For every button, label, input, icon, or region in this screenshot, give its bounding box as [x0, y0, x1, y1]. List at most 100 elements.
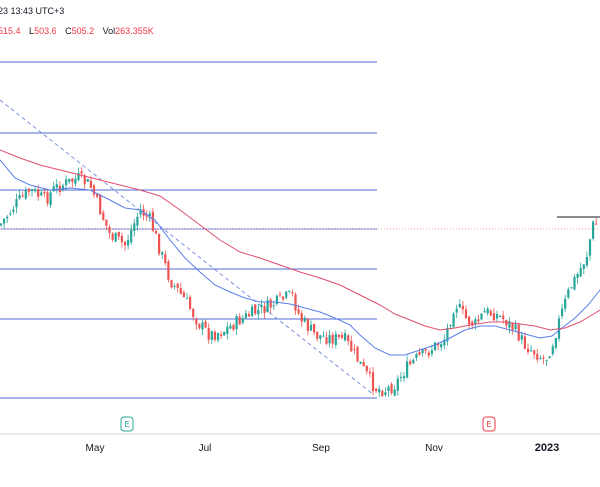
ma-fast-line	[0, 159, 600, 356]
candle-down	[294, 292, 297, 315]
candle-body	[173, 285, 176, 287]
candle-body	[375, 388, 378, 392]
candle-up	[483, 307, 486, 313]
candle-up	[226, 322, 229, 340]
candle-up	[393, 385, 396, 397]
candle-body	[12, 209, 15, 212]
candle-up	[223, 331, 226, 337]
candle-body	[151, 211, 154, 231]
candle-body	[37, 189, 40, 197]
candle-body	[61, 185, 65, 190]
candle-body	[402, 376, 406, 379]
candle-body	[502, 315, 505, 320]
candle-body	[204, 321, 207, 328]
candle-down	[533, 349, 536, 359]
candle-up	[201, 318, 204, 336]
candle-body	[424, 348, 427, 351]
candle-down	[409, 358, 412, 366]
candle-down	[542, 354, 545, 365]
candle-down	[192, 307, 195, 321]
candle-body	[387, 386, 390, 391]
candle-down	[325, 331, 328, 346]
candle-body	[117, 231, 120, 237]
moving-averages	[0, 149, 600, 356]
candle-body	[415, 354, 418, 359]
candle-up	[114, 232, 117, 243]
candle-body	[579, 268, 582, 277]
candle-body	[511, 323, 514, 330]
candle-body	[306, 318, 309, 331]
candle-body	[523, 336, 526, 349]
candle-body	[257, 309, 260, 315]
earnings-label: E	[124, 420, 129, 429]
candle-body	[223, 331, 226, 336]
candle-down	[21, 191, 24, 198]
candle-up	[136, 212, 139, 231]
candle-down	[356, 346, 359, 363]
candle-body	[362, 361, 365, 366]
candle-body	[24, 189, 27, 199]
candle-up	[40, 189, 43, 197]
candle-body	[418, 352, 421, 355]
candle-body	[409, 361, 412, 365]
candle-up	[415, 352, 418, 362]
candle-up	[387, 384, 390, 397]
candle-up	[130, 224, 133, 245]
candle-body	[3, 218, 6, 224]
candle-up	[421, 348, 424, 357]
earnings-badge	[120, 416, 134, 432]
candle-up	[12, 206, 15, 215]
candle-body	[46, 192, 49, 204]
candle-down	[207, 323, 210, 344]
candle-down	[427, 350, 430, 359]
candle-body	[139, 209, 142, 215]
candle-down	[468, 315, 471, 330]
candle-body	[282, 296, 285, 300]
candle-down	[595, 217, 598, 225]
candle-down	[381, 389, 384, 398]
candlestick-series[interactable]	[0, 167, 598, 398]
candle-body	[198, 323, 201, 329]
candle-up	[344, 329, 347, 342]
candle-body	[499, 316, 502, 318]
candle-body	[238, 316, 241, 325]
candle-body	[68, 178, 71, 182]
candle-body	[195, 319, 198, 325]
x-tick-label: Nov	[425, 443, 443, 454]
candle-up	[65, 175, 68, 190]
candle-body	[102, 212, 105, 220]
candle-body	[561, 308, 564, 317]
candle-body	[433, 342, 437, 351]
candle-down	[123, 240, 127, 251]
candle-up	[495, 310, 499, 323]
candle-up	[514, 320, 517, 332]
candle-body	[567, 289, 570, 298]
fibonacci-retracement[interactable]	[0, 61, 377, 399]
candle-body	[368, 371, 371, 374]
candle-down	[182, 290, 185, 298]
candle-body	[427, 352, 430, 356]
candle-up	[288, 290, 291, 294]
candle-up	[24, 186, 27, 200]
candle-up	[216, 332, 220, 343]
candle-down	[536, 348, 539, 363]
candle-body	[464, 309, 468, 319]
candle-down	[511, 322, 514, 335]
candle-up	[458, 299, 461, 309]
dashed-trend-line[interactable]	[0, 99, 375, 396]
candle-up	[30, 188, 34, 197]
candle-down	[300, 310, 303, 327]
candle-body	[406, 361, 409, 378]
candle-body	[483, 311, 486, 313]
candle-body	[347, 335, 350, 342]
candle-up	[6, 214, 9, 223]
candle-body	[145, 215, 148, 217]
candle-up	[561, 304, 564, 320]
candle-down	[151, 207, 154, 232]
candle-body	[86, 179, 89, 182]
candle-body	[269, 299, 272, 308]
candle-down	[111, 232, 114, 242]
candle-up	[576, 272, 579, 284]
